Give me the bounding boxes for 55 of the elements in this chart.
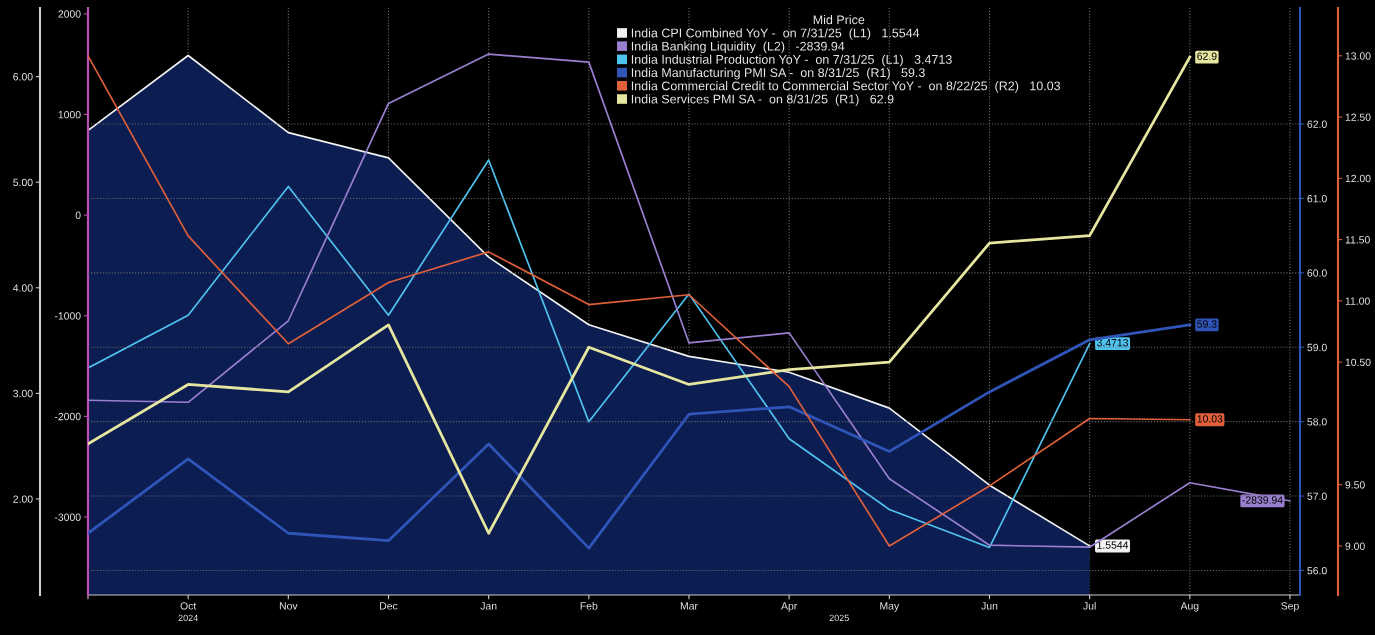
x-tick-label: Nov xyxy=(279,602,298,610)
y-tick-label: 2.00 xyxy=(13,495,33,503)
x-tick-label: Dec xyxy=(380,602,398,610)
x-tick-label: Mar xyxy=(680,602,698,610)
legend-label: India CPI Combined YoY - on 7/31/25 (L1) 1.5544 xyxy=(631,28,920,40)
y-tick-label: 60.0 xyxy=(1307,269,1327,277)
y-tick-label: 58.0 xyxy=(1307,418,1327,426)
y-tick-label: 6.00 xyxy=(13,73,33,81)
y2-tick-label: -3000 xyxy=(54,513,81,521)
data-label: 10.03 xyxy=(1197,415,1223,423)
y-tick-label: 62.0 xyxy=(1307,120,1327,128)
legend-label: India Banking Liquidity (L2) -2839.94 xyxy=(631,41,845,54)
data-label: 62.9 xyxy=(1197,52,1217,60)
y-tick-label: 57.0 xyxy=(1307,492,1327,500)
x-tick-label: May xyxy=(880,602,900,612)
y2-tick-label: 2000 xyxy=(58,10,81,18)
line-series xyxy=(88,323,1192,550)
data-label: 59.3 xyxy=(1197,320,1217,328)
x-tick-label: Oct xyxy=(180,602,197,610)
y2-tick-label: 13.00 xyxy=(1345,52,1371,60)
x-tick-label: Aug xyxy=(1180,602,1199,612)
line-series xyxy=(88,159,1091,549)
y2-tick-label: 12.50 xyxy=(1345,113,1371,121)
data-label: -2839.94 xyxy=(1242,496,1283,504)
x-tick-label: Jul xyxy=(1083,601,1096,610)
data-label: 1.5544 xyxy=(1097,541,1129,549)
legend-label: India Commercial Credit to Commercial Sector YoY - on 8/22/25 (R2) 10.03 xyxy=(631,81,1061,93)
y2-tick-label: 11.00 xyxy=(1345,297,1370,305)
x-tick-label: Feb xyxy=(580,601,598,610)
y-tick-label: 61.0 xyxy=(1307,194,1327,203)
y2-tick-label: 9.50 xyxy=(1345,481,1365,489)
x-tick-label: Apr xyxy=(781,602,798,612)
data-label: 3.4713 xyxy=(1096,339,1128,347)
y2-tick-label: 11.50 xyxy=(1345,236,1370,244)
y2-tick-label: -2000 xyxy=(54,412,81,421)
x-tick-label: Jun xyxy=(981,602,998,610)
text: 2024 xyxy=(178,614,198,622)
y2-tick-label: -1000 xyxy=(54,312,81,320)
y-tick-label: 3.00 xyxy=(13,389,33,398)
y2-tick-label: 10.50 xyxy=(1345,358,1371,367)
y-tick-label: 59.0 xyxy=(1307,343,1327,352)
x-tick-label: Jan xyxy=(480,602,497,610)
legend-label: India Services PMI SA - on 8/31/25 (R1) 62.9 xyxy=(631,94,894,106)
y2-tick-label: 1000 xyxy=(58,110,81,119)
legend-label: India Industrial Production YoY - on 7/31/25 (L1) 3.4713 xyxy=(631,54,952,67)
y2-tick-label: 12.00 xyxy=(1345,174,1371,183)
y2-tick-label: 9.00 xyxy=(1345,542,1365,550)
legend-label: India Manufacturing PMI SA - on 8/31/25 (R1) 59.3 xyxy=(631,67,925,80)
legend-title: Mid Price xyxy=(813,15,865,25)
text: 2025 xyxy=(829,614,849,622)
y-tick-label: 5.00 xyxy=(13,178,33,187)
y-tick-label: 4.00 xyxy=(13,284,33,292)
y-tick-label: 56.0 xyxy=(1307,566,1327,575)
y2-tick-label: 0 xyxy=(75,211,81,219)
x-tick-label: Sep xyxy=(1281,602,1299,612)
